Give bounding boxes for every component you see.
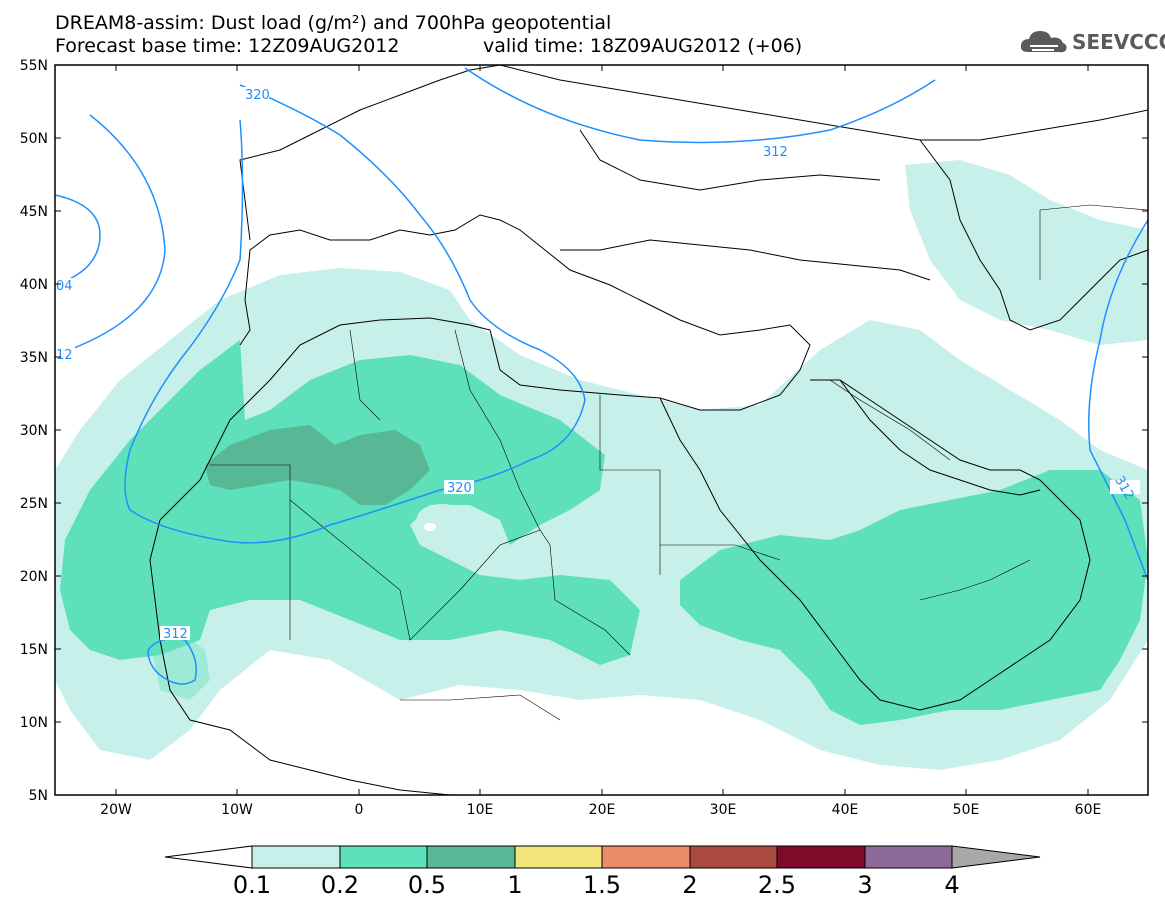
lon-label: 20W [100,802,132,818]
colorbar-label: 1 [507,871,522,899]
dust-region-mid-west [60,340,640,665]
lat-label: 5N [29,788,48,804]
longitude-axis [115,65,1089,795]
lat-label: 50N [20,131,48,147]
colorbar-label: 0.5 [408,871,446,899]
lon-label: 10W [221,802,253,818]
colorbar-label: 0.2 [321,871,359,899]
contour-label-320-sahara: 320 [447,481,472,496]
lat-label: 35N [20,350,48,366]
lat-label: 15N [20,642,48,658]
colorbar-labels: 0.1 0.2 0.5 1 1.5 2 2.5 3 4 [233,871,960,899]
colorbar-label: 2 [682,871,697,899]
lon-label: 10E [467,802,494,818]
lat-label: 45N [20,204,48,220]
valid-time: valid time: 18Z09AUG2012 (+06) [483,35,803,57]
colorbar-label: 2.5 [758,871,796,899]
colorbar-segment [776,845,866,869]
contour-label-320-north: 320 [245,88,270,103]
lon-label: 30E [710,802,737,818]
colorbar-label: 3 [857,871,872,899]
seevccc-logo-text: SEEVCCC [1072,30,1165,54]
lat-label: 40N [20,277,48,293]
lon-label: 60E [1075,802,1102,818]
forecast-base-time: Forecast base time: 12Z09AUG2012 [55,35,400,57]
contour-label-312-atlantic: 12 [56,348,73,363]
contour-label-304-atlantic: 04 [56,279,73,294]
contour-labels: 320 312 04 12 320 312 312 [55,87,1140,642]
latitude-labels: 55N 50N 45N 40N 35N 30N 25N 20N 15N 10N … [20,58,48,804]
country-borders [210,204,1148,721]
lat-label: 10N [20,715,48,731]
dust-region-high [205,425,430,505]
contour-label-312-europe: 312 [763,145,788,160]
longitude-labels: 20W 10W 0 10E 20E 30E 40E 50E 60E [100,802,1101,818]
colorbar-label: 0.1 [233,871,271,899]
dust-field [55,160,1148,770]
lon-label: 50E [953,802,980,818]
colorbar-label: 1.5 [583,871,621,899]
lat-label: 30N [20,423,48,439]
colorbar-triangle-high [951,845,1041,869]
lon-label: 40E [832,802,859,818]
dust-region-low-north [240,275,450,350]
colorbar-label: 4 [944,871,959,899]
dust-region-mid-senegal [150,630,210,700]
dust-clear-patch-2 [424,523,436,531]
cloud-icon [1020,31,1067,53]
colorbar-triangle-low [164,845,253,869]
latitude-axis [55,64,1148,796]
map-title: DREAM8-assim: Dust load (g/m²) and 700hP… [55,12,612,34]
lon-label: 0 [355,802,364,818]
dust-region-mid-east [680,470,1148,725]
lat-label: 20N [20,569,48,585]
colorbar-segment [251,845,341,869]
geopotential-contours [55,67,1148,685]
colorbar-segment [601,845,691,869]
colorbar-segment [426,845,516,869]
colorbar-segment [864,845,953,869]
lat-label: 25N [20,496,48,512]
contour-label-312-senegal: 312 [163,627,188,642]
colorbar-segment [689,845,778,869]
colorbar-segment [514,845,603,869]
colorbar [164,845,1041,869]
dust-region-low-caspian [905,160,1148,345]
lon-label: 20E [589,802,616,818]
lat-label: 55N [20,58,48,74]
colorbar-segment [339,845,428,869]
